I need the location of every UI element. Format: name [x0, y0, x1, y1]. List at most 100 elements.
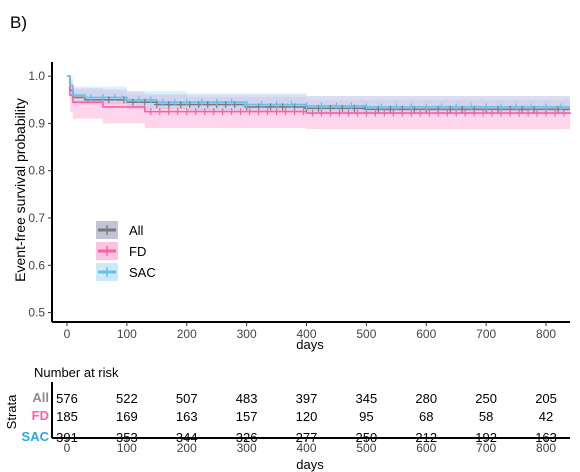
censor-mark-fd	[174, 108, 181, 116]
risk-cell: 192	[475, 430, 497, 445]
censor-mark-fd	[183, 108, 190, 116]
censor-mark-sac	[333, 102, 340, 110]
censor-mark-sac	[288, 101, 295, 109]
censor-mark-sac	[528, 103, 535, 111]
censor-mark-all	[279, 103, 286, 111]
censor-mark-sac	[111, 93, 118, 101]
risk-x-tick-label: 800	[536, 441, 556, 455]
censor-mark-fd	[291, 108, 298, 116]
censor-mark-fd	[336, 109, 343, 117]
censor-mark-fd	[426, 109, 433, 117]
censor-mark-fd	[201, 108, 208, 116]
plot-area: 0.5 0.6 0.7 0.8 0.9 1.0 0 100 200 300 400 500 600 700…	[28, 62, 571, 341]
censor-mark-fd	[534, 109, 541, 117]
censor-mark-sac	[468, 103, 475, 111]
legend-item-sac: SAC	[96, 263, 156, 281]
censor-mark-sac	[147, 96, 154, 104]
censor-mark-fd	[246, 108, 253, 116]
censor-mark-all	[105, 96, 112, 104]
legend-item-all: All	[96, 221, 144, 239]
censor-mark-fd	[462, 109, 469, 117]
censor-mark-all	[267, 103, 274, 111]
risk-cell: 326	[236, 430, 258, 445]
censor-mark-sac	[438, 103, 445, 111]
x-tick-label: 400	[296, 327, 316, 341]
censor-mark-fd	[561, 109, 568, 117]
censor-mark-sac	[393, 103, 400, 111]
risk-x-tick-label: 200	[177, 441, 197, 455]
censor-mark-all	[177, 101, 184, 109]
censor-mark-all	[165, 101, 172, 109]
y-tick-label: 0.9	[28, 116, 45, 130]
risk-x-tick-label: 700	[476, 441, 496, 455]
x-tick-label: 300	[237, 327, 257, 341]
risk-cell: 353	[116, 430, 138, 445]
censor-mark-sac	[513, 103, 520, 111]
risk-cell: 120	[296, 409, 318, 424]
censor-mark-sac	[273, 101, 280, 109]
censor-mark-sac	[363, 103, 370, 111]
censor-mark-all	[222, 101, 229, 109]
risk-cell: 344	[176, 430, 198, 445]
risk-x-tick-label: 600	[416, 441, 436, 455]
censor-mark-fd	[471, 109, 478, 117]
risk-cell: 576	[56, 391, 78, 406]
risk-row-label-sac: SAC	[22, 429, 50, 444]
censor-mark-sac	[348, 102, 355, 110]
censor-mark-fd	[309, 109, 316, 117]
censor-mark-all	[153, 101, 160, 109]
censor-mark-sac	[483, 103, 490, 111]
censor-mark-sac	[378, 103, 385, 111]
censor-mark-all	[459, 105, 466, 113]
y-tick-label: 0.7	[28, 211, 45, 225]
censor-mark-fd	[210, 108, 217, 116]
censor-mark-fd	[255, 108, 262, 116]
censor-mark-fd	[300, 108, 307, 116]
risk-cell: 250	[475, 391, 497, 406]
censor-mark-sac	[423, 103, 430, 111]
x-tick-label: 200	[177, 327, 197, 341]
risk-cell: 397	[296, 391, 318, 406]
censor-mark-sac	[198, 98, 205, 106]
risk-cell: 280	[415, 391, 437, 406]
censor-mark-fd	[516, 109, 523, 117]
x-tick-label: 600	[416, 327, 436, 341]
y-tick-label: 0.5	[28, 306, 45, 320]
censor-mark-sac	[543, 103, 550, 111]
censor-mark-sac	[243, 101, 250, 109]
censor-mark-fd	[192, 108, 199, 116]
censor-mark-fd	[273, 108, 280, 116]
risk-row-label-all: All	[32, 390, 49, 405]
censor-mark-fd	[381, 109, 388, 117]
y-tick-label: 1.0	[28, 69, 45, 83]
survival-line-fd	[66, 75, 571, 114]
censor-mark-sac	[453, 103, 460, 111]
risk-cell: 95	[359, 409, 373, 424]
censor-mark-sac	[123, 96, 130, 104]
censor-mark-fd	[489, 109, 496, 117]
risk-cell: 345	[356, 391, 378, 406]
censor-mark-sac	[408, 103, 415, 111]
risk-cell: 68	[419, 409, 433, 424]
censor-mark-sac	[183, 98, 190, 106]
risk-cell: 42	[539, 409, 553, 424]
censor-mark-fd	[372, 109, 379, 117]
x-tick-label: 100	[117, 327, 137, 341]
risk-table: All 576 522 507 483 397 345 280 250 205 FD 185 169 16…	[22, 382, 570, 455]
risk-table-x-axis-label: days	[296, 457, 324, 472]
censor-mark-fd	[453, 109, 460, 117]
censor-mark-sac	[87, 93, 94, 101]
censor-mark-fd	[156, 108, 163, 116]
censor-mark-fd	[552, 109, 559, 117]
censor-mark-fd	[147, 108, 154, 116]
censor-mark-sac	[258, 101, 265, 109]
x-tick-label: 500	[356, 327, 376, 341]
risk-cell: 157	[236, 409, 258, 424]
censor-mark-fd	[165, 108, 172, 116]
y-tick-label: 0.6	[28, 258, 45, 272]
risk-cell: 277	[296, 430, 318, 445]
risk-cell: 522	[116, 391, 138, 406]
censor-mark-sac	[558, 103, 565, 111]
risk-x-tick-label: 100	[117, 441, 137, 455]
censor-mark-fd	[480, 109, 487, 117]
